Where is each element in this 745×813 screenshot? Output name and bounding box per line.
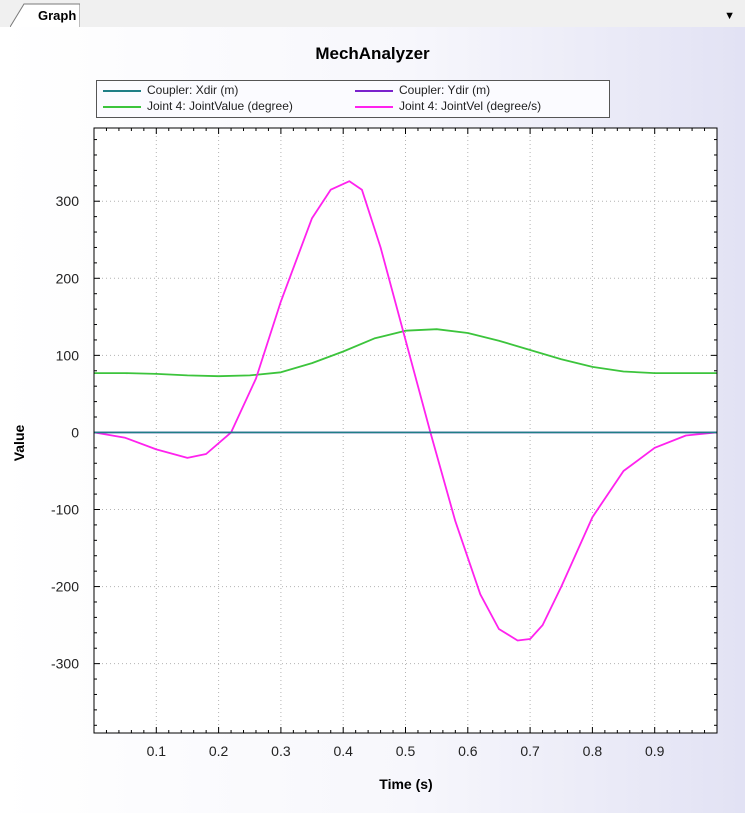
- dropdown-arrow-icon[interactable]: ▼: [724, 10, 735, 22]
- legend-swatch-joint4-jointvalue: [103, 106, 141, 108]
- y-tick-label: 0: [71, 424, 79, 440]
- legend-swatch-coupler-xdir: [103, 90, 141, 92]
- x-tick-label: 0.4: [333, 743, 353, 759]
- chart-title: MechAnalyzer: [315, 44, 430, 63]
- series-line-2: [94, 328, 717, 378]
- legend-label-coupler-ydir: Coupler: Ydir (m): [399, 83, 491, 97]
- x-axis-label: Time (s): [379, 776, 433, 792]
- legend-item-joint4-jointvalue: Joint 4: JointValue (degree): [103, 98, 353, 114]
- y-tick-label: 300: [56, 193, 80, 209]
- legend-swatch-joint4-jointvel: [355, 106, 393, 108]
- tab-graph-label: Graph: [38, 8, 77, 23]
- y-tick-label: 200: [56, 270, 80, 286]
- legend-label-joint4-jointvel: Joint 4: JointVel (degree/s): [399, 99, 542, 113]
- series-line-3: [93, 180, 718, 642]
- y-axis-label: Value: [11, 424, 27, 462]
- x-tick-label: 0.7: [520, 743, 540, 759]
- legend-label-coupler-xdir: Coupler: Xdir (m): [147, 83, 239, 97]
- y-tick-label: 100: [56, 347, 80, 363]
- x-tick-label: 0.2: [209, 743, 229, 759]
- plot-frame: [93, 127, 718, 734]
- legend-item-coupler-xdir: Coupler: Xdir (m): [103, 82, 353, 98]
- y-tick-label: -300: [51, 656, 79, 672]
- y-tick-label: -200: [51, 579, 79, 595]
- x-tick-label: 0.1: [147, 743, 167, 759]
- x-tick-label: 0.6: [458, 743, 478, 759]
- x-tick-label: 0.9: [645, 743, 665, 759]
- tab-graph[interactable]: Graph: [10, 3, 80, 28]
- legend-item-joint4-jointvel: Joint 4: JointVel (degree/s): [355, 98, 605, 114]
- x-tick-label: 0.8: [583, 743, 603, 759]
- legend-item-coupler-ydir: Coupler: Ydir (m): [355, 82, 605, 98]
- x-tick-label: 0.5: [396, 743, 416, 759]
- plot-background: [94, 128, 717, 733]
- legend-label-joint4-jointvalue: Joint 4: JointValue (degree): [147, 99, 293, 113]
- legend-swatch-coupler-ydir: [355, 90, 393, 92]
- x-tick-label: 0.3: [271, 743, 291, 759]
- chart-legend: Coupler: Xdir (m) Coupler: Ydir (m) Join…: [96, 80, 610, 118]
- y-tick-label: -100: [51, 501, 79, 517]
